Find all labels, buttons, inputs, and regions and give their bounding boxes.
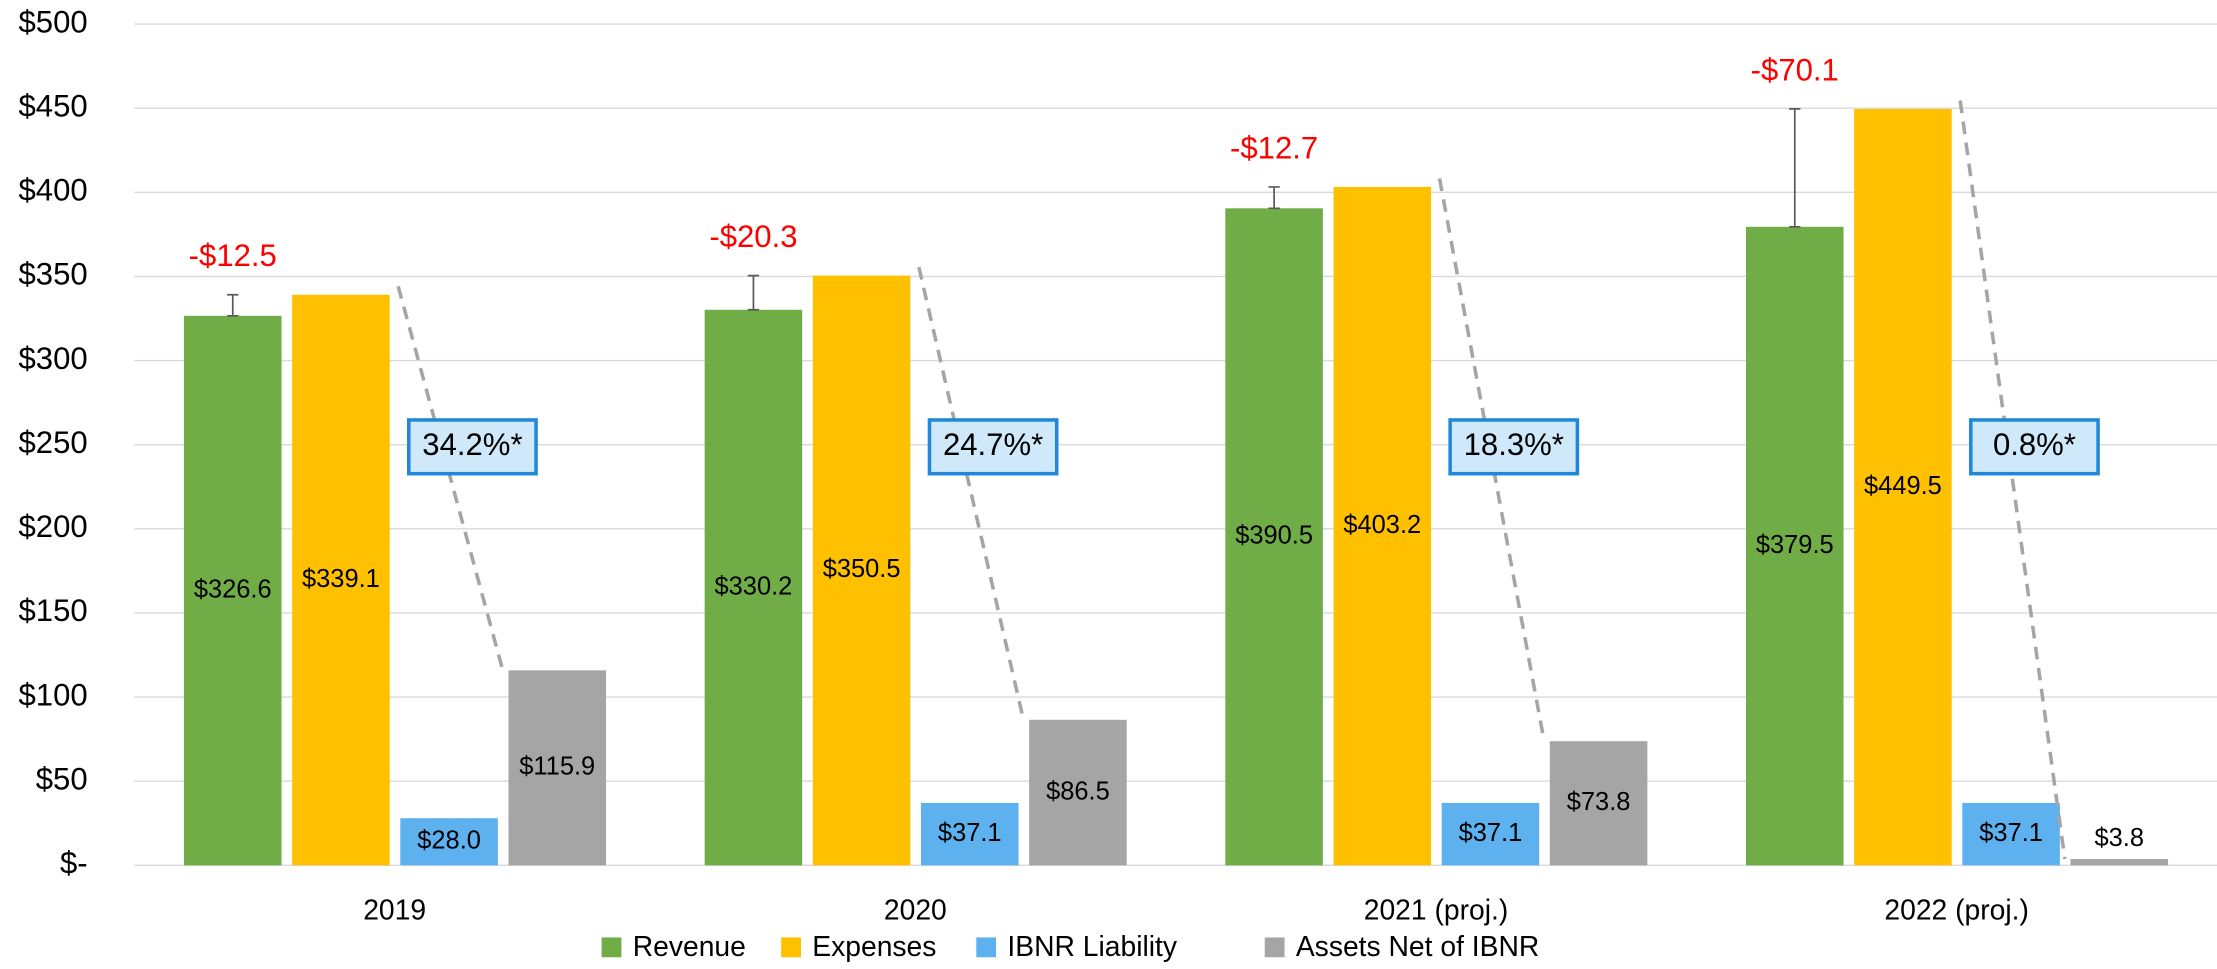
data-label: $339.1	[302, 565, 380, 593]
bar	[1745, 226, 1844, 866]
legend-label: Assets Net of IBNR	[1296, 930, 1539, 962]
bar	[812, 275, 911, 866]
data-label: $28.0	[417, 826, 481, 854]
legend-swatch	[781, 937, 801, 958]
percentage-box	[1969, 418, 2100, 476]
percentage-box	[1448, 418, 1580, 476]
data-label: $73.8	[1567, 788, 1631, 816]
data-label: $86.5	[1046, 777, 1110, 805]
error-bar	[1268, 186, 1280, 210]
data-label: $326.6	[194, 575, 272, 603]
connector	[396, 285, 505, 671]
legend-label: IBNR Liability	[1007, 930, 1178, 962]
y-tick-label: $50	[36, 761, 88, 796]
y-tick-label: $200	[18, 509, 87, 544]
percentage-box	[927, 418, 1059, 476]
error-bar	[747, 274, 760, 311]
deficit-label: -$12.7	[1230, 130, 1318, 165]
bar	[292, 294, 390, 866]
data-label: $37.1	[1459, 819, 1523, 847]
x-tick-label: 2022 (proj.)	[1884, 893, 2029, 925]
y-tick-label: $250	[18, 425, 87, 460]
data-label: $449.5	[1864, 472, 1942, 500]
bar	[1962, 802, 2060, 866]
data-label: $37.1	[938, 819, 1002, 847]
bar	[1225, 208, 1323, 866]
deficit-label: -$70.1	[1751, 52, 1839, 87]
legend-label: Expenses	[812, 930, 936, 962]
deficit-label: -$12.5	[189, 238, 277, 273]
bar	[1441, 802, 1540, 866]
y-tick-label: $150	[18, 593, 87, 628]
error-bar	[227, 293, 239, 317]
percentage-label: 18.3%*	[1464, 427, 1564, 462]
y-tick-label: $100	[18, 677, 87, 712]
legend-swatch	[601, 937, 622, 958]
bar	[1029, 719, 1127, 866]
y-tick-label: $350	[18, 257, 87, 292]
data-label: $379.5	[1756, 531, 1834, 559]
data-label: $37.1	[1979, 819, 2043, 847]
x-tick-label: 2021 (proj.)	[1364, 893, 1509, 925]
data-label: $350.5	[823, 555, 901, 583]
x-tick-label: 2019	[363, 893, 426, 925]
percentage-label: 24.7%*	[943, 427, 1043, 462]
legend-swatch	[976, 937, 997, 958]
percentage-label: 34.2%*	[422, 427, 522, 462]
percentage-box	[407, 418, 538, 476]
error-bar	[1789, 108, 1801, 228]
y-tick-label: $400	[18, 173, 87, 208]
y-tick-label: $-	[60, 846, 88, 881]
legend-label: Revenue	[633, 930, 746, 962]
data-label: $115.9	[519, 753, 595, 781]
bar	[400, 818, 498, 866]
data-label: $330.2	[715, 572, 793, 600]
bar	[183, 315, 282, 866]
data-label: $390.5	[1235, 522, 1313, 550]
bar	[1549, 741, 1648, 866]
connector	[917, 266, 1026, 721]
bar	[920, 802, 1019, 866]
connector	[1958, 100, 2067, 860]
y-tick-label: $300	[18, 341, 87, 376]
y-tick-label: $500	[18, 4, 87, 39]
legend-swatch	[1264, 937, 1285, 958]
data-label: $403.2	[1343, 511, 1421, 539]
bar	[1333, 186, 1432, 866]
x-tick-label: 2020	[884, 893, 947, 925]
data-label: $3.8	[2095, 824, 2145, 852]
bar	[704, 309, 803, 866]
bar	[1854, 109, 1952, 866]
y-tick-label: $450	[18, 88, 87, 123]
bar	[2070, 858, 2169, 866]
bar	[508, 670, 607, 866]
percentage-label: 0.8%*	[1993, 427, 2076, 462]
deficit-label: -$20.3	[709, 219, 797, 254]
